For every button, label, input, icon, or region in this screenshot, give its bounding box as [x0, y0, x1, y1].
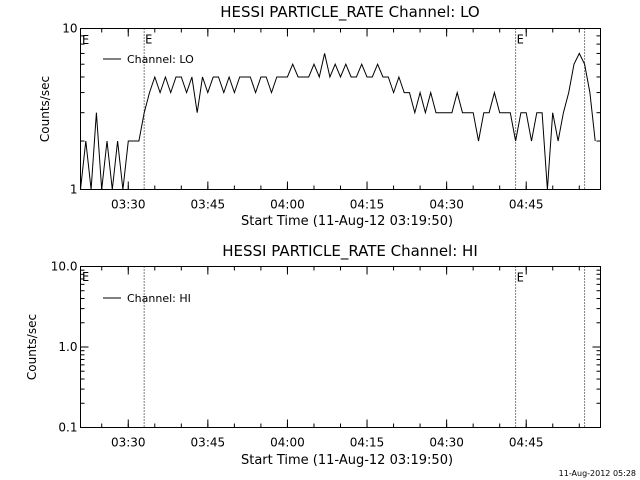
x-tick-label-hi: 03:45 [191, 436, 226, 450]
x-tick-label-lo: 03:45 [191, 198, 226, 212]
x-tick-label-hi: 04:15 [350, 436, 385, 450]
panel-lo-xlabel: Start Time (11-Aug-12 03:19:50) [241, 214, 453, 229]
x-tick-label-lo: 04:45 [509, 198, 544, 212]
y-tick-label-hi: 1.0 [58, 340, 77, 354]
y-tick-label-hi: 0.1 [58, 421, 77, 435]
x-tick-label-hi: 04:45 [509, 436, 544, 450]
marker-label-hi: E [517, 271, 524, 285]
x-tick-label-hi: 04:30 [429, 436, 464, 450]
x-tick-label-lo: 04:30 [429, 198, 464, 212]
series-line-lo [80, 52, 596, 190]
x-tick-label-lo: 03:30 [111, 198, 146, 212]
panel-hi-xlabel: Start Time (11-Aug-12 03:19:50) [241, 453, 453, 468]
panel-lo-legend-label: Channel: LO [127, 53, 194, 66]
marker-label-lo: E [145, 33, 152, 47]
panel-lo: HESSI PARTICLE_RATE Channel: LO 03:30 03:… [38, 3, 601, 229]
panel-hi: HESSI PARTICLE_RATE Channel: HI 03:30 03:… [25, 242, 601, 468]
x-tick-label-hi: 03:30 [111, 436, 146, 450]
panel-lo-title: HESSI PARTICLE_RATE Channel: LO [220, 3, 479, 22]
y-tick-label-lo: 1 [70, 183, 78, 197]
y-tick-label-lo: 10 [62, 22, 77, 36]
x-tick-label-lo: 04:00 [270, 198, 305, 212]
panel-hi-legend-label: Channel: HI [127, 292, 191, 305]
footer-timestamp: 11-Aug-2012 05:28 [559, 469, 636, 478]
x-tick-label-lo: 04:15 [350, 198, 385, 212]
panel-hi-plot-letter: E [82, 270, 89, 284]
panel-lo-ylabel: Counts/sec [38, 76, 52, 142]
panel-lo-plot-letter: E [82, 33, 89, 47]
panel-hi-frame [80, 266, 601, 428]
panel-hi-title: HESSI PARTICLE_RATE Channel: HI [222, 242, 478, 261]
x-tick-label-hi: 04:00 [270, 436, 305, 450]
marker-label-lo: E [517, 33, 524, 47]
panel-hi-ylabel: Counts/sec [25, 314, 39, 380]
y-tick-label-hi: 10.0 [51, 260, 78, 274]
